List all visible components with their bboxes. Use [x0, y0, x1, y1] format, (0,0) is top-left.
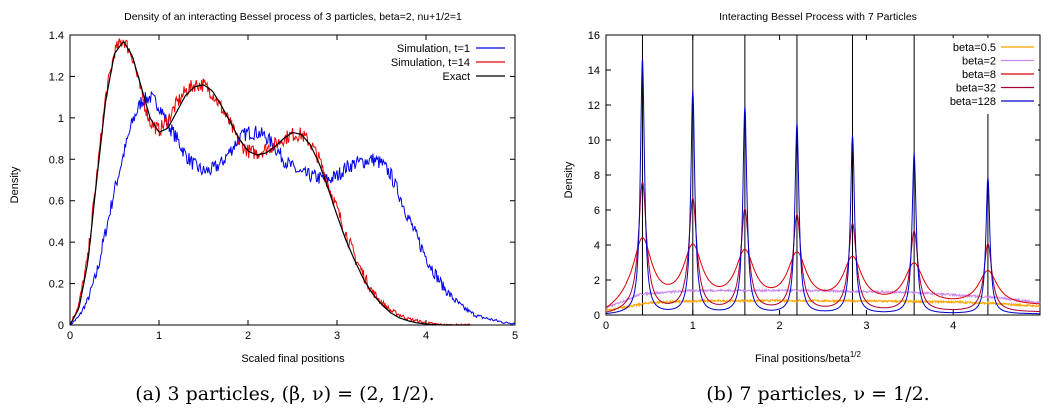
chart-b-ytick-label: 4	[594, 240, 600, 252]
chart-a-xtick-label: 3	[334, 330, 340, 342]
chart-a-xtick-label: 4	[423, 330, 429, 342]
chart-a-series-line-1	[69, 90, 516, 326]
chart-a-ylabel: Density	[9, 166, 21, 203]
chart-b-legend-label: beta=8	[962, 69, 996, 81]
chart-a-legend-label: Simulation, t=1	[397, 43, 470, 55]
chart-b-series-line-3	[605, 237, 1040, 309]
chart-b-ytick-label: 14	[588, 65, 600, 77]
chart-a-ytick-label: 1	[58, 113, 64, 125]
chart-b-xtick-label: 2	[777, 320, 783, 332]
chart-b-legend-label: beta=2	[962, 56, 996, 68]
chart-b-series-line-4	[605, 180, 1040, 313]
chart-b-xlabel-text: Final positions/beta	[755, 353, 851, 365]
chart-a-plot-frame	[69, 34, 516, 326]
chart-b-legend-label: beta=32	[956, 83, 996, 95]
chart-a-legend-label: Exact	[442, 71, 470, 83]
chart-b-xtick-label: 4	[950, 320, 956, 332]
chart-b-xtick-label: 3	[863, 320, 869, 332]
caption-b: (b) 7 particles, ν = 1/2.	[706, 383, 929, 405]
chart-a-xtick-label: 1	[156, 330, 162, 342]
panel-a: Density of an interacting Bessel process…	[9, 11, 518, 405]
chart-b-ytick-label: 2	[594, 275, 600, 287]
chart-b-title: Interacting Bessel Process with 7 Partic…	[719, 11, 917, 23]
chart-b-xtick-label: 0	[603, 320, 609, 332]
chart-a-xlabel: Scaled final positions	[241, 353, 345, 365]
chart-b-ytick-label: 12	[588, 100, 600, 112]
chart-b-ytick-label: 16	[588, 30, 600, 42]
chart-a-xtick-label: 0	[67, 330, 73, 342]
chart-a-title: Density of an interacting Bessel process…	[124, 11, 462, 23]
chart-a-xtick-label: 2	[245, 330, 251, 342]
chart-a-plot: 0 1 2 3 4 5 0 0.2 0.4 0.6 0.8 1 1.2 1.4	[49, 30, 518, 342]
chart-b-series-line-1	[605, 298, 1041, 313]
chart-b-xtick-label: 1	[690, 320, 696, 332]
chart-b-series-line-2	[605, 287, 1041, 309]
chart-b-ytick-label: 8	[594, 170, 600, 182]
chart-b-xlabel: Final positions/beta1/2	[755, 350, 861, 365]
chart-a-ytick-label: 1.4	[49, 30, 64, 42]
panel-b: Interacting Bessel Process with 7 Partic…	[563, 11, 1041, 405]
chart-a-series-line-3	[69, 41, 471, 326]
chart-a-xtick-label: 5	[512, 330, 518, 342]
chart-b-ytick-label: 10	[588, 135, 600, 147]
chart-b-legend-label: beta=128	[950, 96, 996, 108]
chart-a-legend: Simulation, t=1 Simulation, t=14 Exact	[391, 43, 505, 83]
chart-a-ytick-label: 0.2	[49, 279, 64, 291]
chart-b-series-line-5	[605, 59, 1040, 315]
chart-b-legend-label: beta=0.5	[953, 42, 996, 54]
chart-a-ytick-label: 0.6	[49, 196, 64, 208]
chart-b-ylabel: Density	[563, 161, 575, 198]
chart-a-ytick-label: 1.2	[49, 71, 64, 83]
caption-a: (a) 3 particles, (β, ν) = (2, 1/2).	[135, 383, 434, 405]
chart-a-series-line-2	[69, 38, 471, 326]
chart-a-ytick-label: 0	[58, 320, 64, 332]
chart-b-ytick-label: 6	[594, 205, 600, 217]
chart-a-ytick-label: 0.8	[49, 154, 64, 166]
chart-a-legend-label: Simulation, t=14	[391, 57, 470, 69]
chart-a-ytick-label: 0.4	[49, 237, 64, 249]
chart-b-xlabel-sup: 1/2	[850, 350, 862, 359]
chart-b-ytick-label: 0	[594, 310, 600, 322]
